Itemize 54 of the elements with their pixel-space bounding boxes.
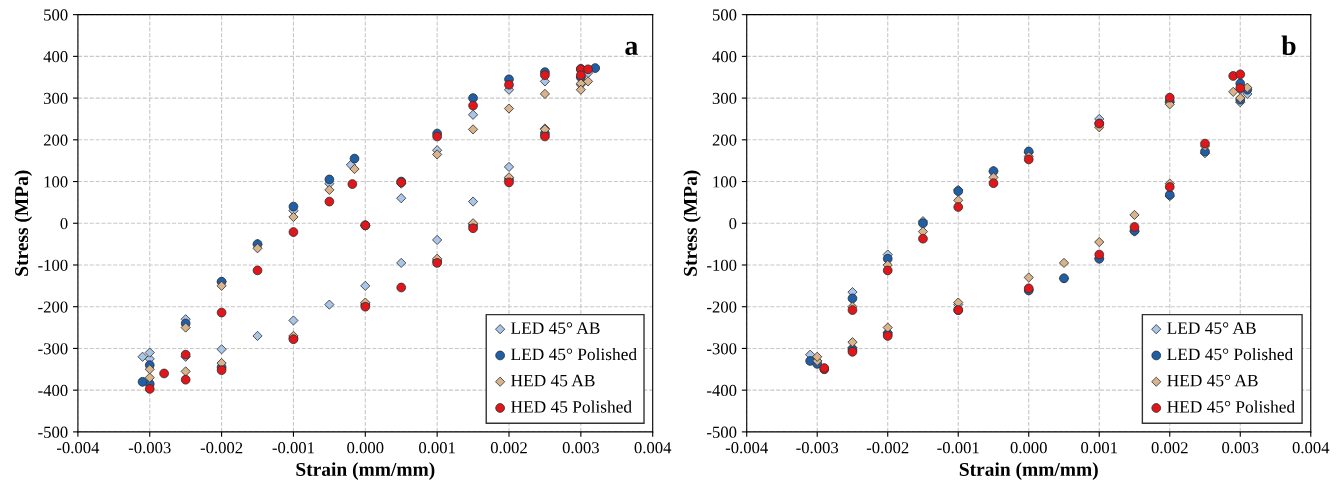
x-tick-label: 0.001 — [1081, 442, 1117, 454]
x-tick-label: -0.004 — [725, 442, 768, 454]
x-tick-label: 0.002 — [1151, 442, 1188, 454]
legend-label: LED 45° AB — [1167, 322, 1256, 334]
x-axis-title: Strain (mm/mm) — [296, 462, 435, 480]
y-tick-label: 300 — [712, 92, 737, 105]
y-tick-label: 100 — [713, 176, 737, 188]
legend-label: HED 45 Polished — [511, 400, 632, 413]
y-tick-label: 400 — [43, 51, 68, 63]
x-tick-label: 0.000 — [1010, 442, 1047, 454]
x-tick-label: 0.003 — [562, 442, 599, 454]
y-tick-label: 300 — [43, 92, 68, 105]
x-tick-label: -0.003 — [128, 442, 171, 454]
y-tick-label: -500 — [38, 426, 68, 438]
y-tick-label: -300 — [707, 343, 737, 355]
legend-label: HED 45° AB — [1167, 374, 1258, 387]
y-tick-label: 500 — [712, 9, 737, 21]
y-tick-label: 100 — [44, 176, 68, 188]
y-axis-title: Stress (MPa) — [14, 170, 33, 276]
y-tick-label: -200 — [707, 301, 737, 313]
x-tick-label: 0.001 — [419, 442, 455, 454]
x-tick-label: 0.004 — [1292, 442, 1330, 454]
y-axis-title: Stress (MPa) — [683, 170, 701, 276]
y-tick-label: 0 — [729, 217, 737, 230]
x-tick-label: -0.002 — [200, 442, 243, 454]
y-tick-label: 200 — [43, 134, 68, 146]
y-tick-label: 200 — [712, 134, 737, 146]
x-axis-title: Strain (mm/mm) — [959, 462, 1098, 480]
y-tick-label: 0 — [60, 217, 68, 230]
x-tick-label: -0.004 — [56, 442, 100, 454]
x-tick-label: -0.001 — [272, 442, 314, 454]
y-tick-label: -400 — [707, 384, 737, 397]
y-tick-label: -200 — [38, 301, 68, 313]
y-tick-label: -100 — [707, 259, 737, 271]
legend-label: LED 45° Polished — [511, 347, 637, 361]
legend-label: HED 45 AB — [511, 374, 595, 387]
y-tick-label: -300 — [38, 343, 68, 355]
y-tick-label: 400 — [712, 51, 737, 63]
annotation: b — [1281, 35, 1296, 56]
x-tick-label: 0.003 — [1222, 442, 1259, 454]
x-tick-label: 0.000 — [347, 442, 384, 454]
y-tick-label: -400 — [38, 384, 68, 397]
legend-label: LED 45° Polished — [1167, 347, 1293, 361]
x-tick-label: 0.002 — [490, 442, 527, 454]
y-tick-label: 500 — [44, 9, 68, 21]
x-tick-label: -0.003 — [796, 442, 839, 454]
x-tick-label: -0.001 — [937, 442, 979, 454]
annotation: a — [625, 41, 638, 56]
x-tick-label: 0.004 — [634, 442, 672, 454]
legend-label: HED 45° Polished — [1167, 400, 1295, 413]
x-tick-label: -0.002 — [866, 442, 909, 454]
legend-label: LED 45° AB — [511, 322, 600, 334]
y-tick-label: -100 — [38, 259, 68, 271]
y-tick-label: -500 — [707, 426, 737, 438]
